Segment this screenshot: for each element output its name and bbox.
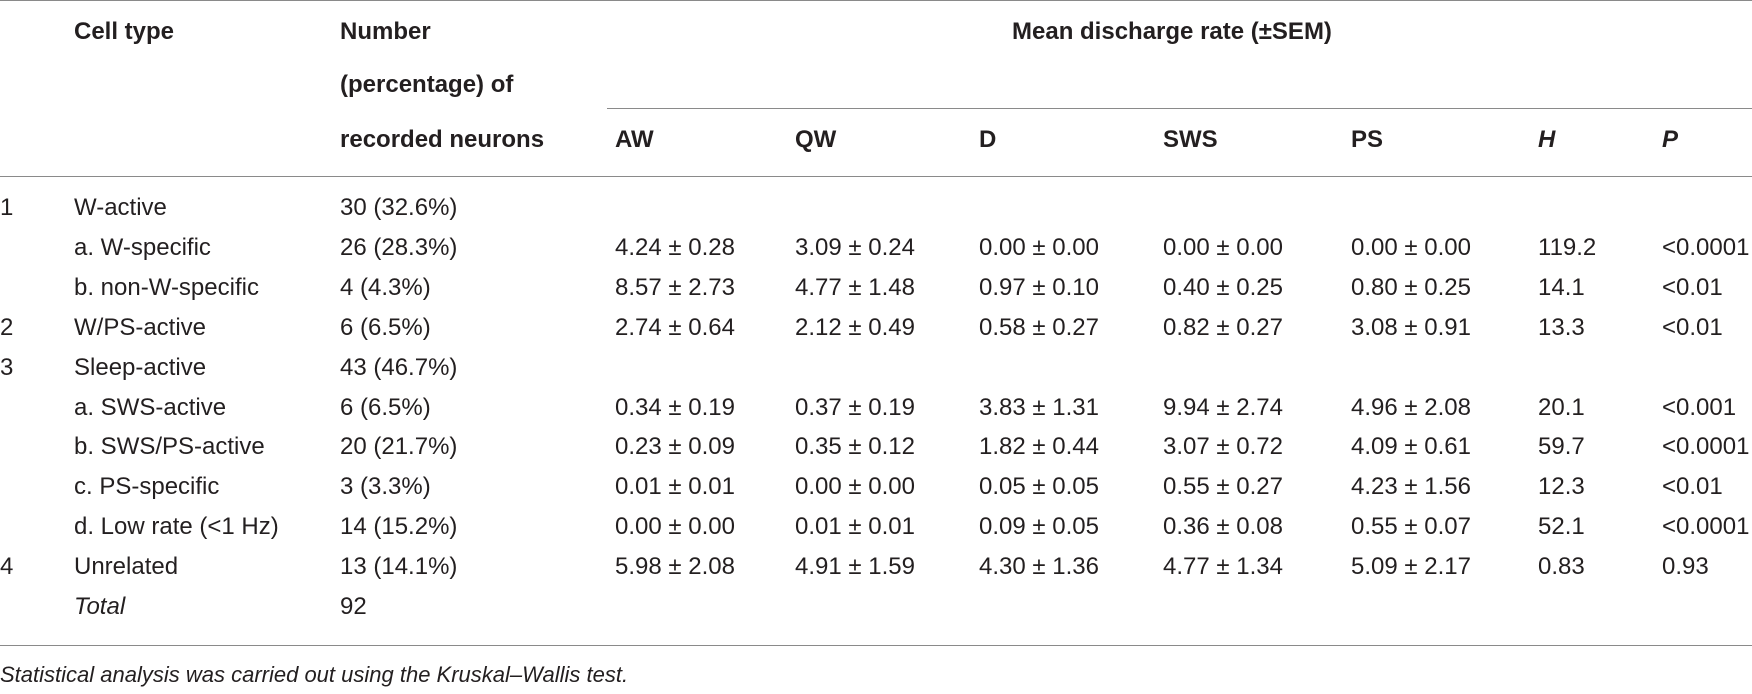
rate-cell: 13.3 xyxy=(1538,314,1585,341)
neuron-count: 92 xyxy=(340,593,367,620)
neuron-count: 6 (6.5%) xyxy=(340,314,431,341)
rate-cell: <0.01 xyxy=(1662,314,1723,341)
group-rule xyxy=(607,108,1752,109)
cell-type: Total xyxy=(74,593,126,620)
rate-cell: 52.1 xyxy=(1538,513,1585,540)
header-cell-type: Cell type xyxy=(74,18,175,45)
rate-cell: <0.0001 xyxy=(1662,234,1750,261)
rate-cell: 0.05 ± 0.05 xyxy=(979,473,1099,500)
neuron-count: 26 (28.3%) xyxy=(340,234,458,261)
bottom-rule xyxy=(0,645,1752,646)
header-number-line2: (percentage) of xyxy=(340,71,514,98)
rate-cell: 4.77 ± 1.34 xyxy=(1163,553,1283,580)
rate-cell: 14.1 xyxy=(1538,274,1585,301)
rate-cell: 9.94 ± 2.74 xyxy=(1163,394,1283,421)
rate-cell: 0.23 ± 0.09 xyxy=(615,433,735,460)
rate-cell: 2.74 ± 0.64 xyxy=(615,314,735,341)
rate-cell: <0.0001 xyxy=(1662,513,1750,540)
neuron-count: 14 (15.2%) xyxy=(340,513,458,540)
rate-cell: 3.83 ± 1.31 xyxy=(979,394,1099,421)
rate-cell: 4.09 ± 0.61 xyxy=(1351,433,1471,460)
row-index: 4 xyxy=(0,553,14,580)
rate-cell: 4.91 ± 1.59 xyxy=(795,553,915,580)
rate-cell: 3.08 ± 0.91 xyxy=(1351,314,1471,341)
rate-cell: 0.80 ± 0.25 xyxy=(1351,274,1471,301)
col-header-h: H xyxy=(1538,126,1556,153)
rate-cell: 0.00 ± 0.00 xyxy=(1351,234,1471,261)
rate-cell: 4.23 ± 1.56 xyxy=(1351,473,1471,500)
rate-cell: 0.09 ± 0.05 xyxy=(979,513,1099,540)
rate-cell: 0.55 ± 0.07 xyxy=(1351,513,1471,540)
row-index: 2 xyxy=(0,314,14,341)
col-header-ps: PS xyxy=(1351,126,1384,153)
rate-cell: 20.1 xyxy=(1538,394,1585,421)
col-header-sws: SWS xyxy=(1163,126,1218,153)
neuron-count: 20 (21.7%) xyxy=(340,433,458,460)
cell-type: b. non-W-specific xyxy=(74,274,259,301)
cell-type: a. SWS-active xyxy=(74,394,227,421)
rate-cell: 59.7 xyxy=(1538,433,1585,460)
header-rule xyxy=(0,176,1752,177)
cell-type: c. PS-specific xyxy=(74,473,220,500)
neuron-count: 4 (4.3%) xyxy=(340,274,431,301)
neuron-count: 3 (3.3%) xyxy=(340,473,431,500)
row-index: 1 xyxy=(0,194,14,221)
rate-cell: 3.09 ± 0.24 xyxy=(795,234,915,261)
col-header-p: P xyxy=(1662,126,1679,153)
cell-type: d. Low rate (<1 Hz) xyxy=(74,513,279,540)
col-header-aw: AW xyxy=(615,126,654,153)
rate-cell: 3.07 ± 0.72 xyxy=(1163,433,1283,460)
rate-cell: 4.96 ± 2.08 xyxy=(1351,394,1471,421)
footnote: Statistical analysis was carried out usi… xyxy=(0,662,629,687)
rate-cell: 0.00 ± 0.00 xyxy=(615,513,735,540)
rate-cell: 12.3 xyxy=(1538,473,1585,500)
rate-cell: <0.0001 xyxy=(1662,433,1750,460)
rate-cell: 0.00 ± 0.00 xyxy=(979,234,1099,261)
rate-cell: 0.00 ± 0.00 xyxy=(1163,234,1283,261)
rate-cell: <0.001 xyxy=(1662,394,1737,421)
rate-cell: 0.40 ± 0.25 xyxy=(1163,274,1283,301)
col-header-d: D xyxy=(979,126,997,153)
rate-cell: 0.82 ± 0.27 xyxy=(1163,314,1283,341)
rate-cell: 0.93 xyxy=(1662,553,1709,580)
header-number-line1: Number xyxy=(340,18,431,45)
rate-cell: <0.01 xyxy=(1662,473,1723,500)
cell-type: Sleep-active xyxy=(74,354,207,381)
header-group-mean-rate: Mean discharge rate (±SEM) xyxy=(1012,18,1332,45)
neuron-count: 43 (46.7%) xyxy=(340,354,458,381)
rate-cell: 5.09 ± 2.17 xyxy=(1351,553,1471,580)
neuron-count: 13 (14.1%) xyxy=(340,553,458,580)
cell-type: W/PS-active xyxy=(74,314,207,341)
rate-cell: 0.37 ± 0.19 xyxy=(795,394,915,421)
rate-cell: 5.98 ± 2.08 xyxy=(615,553,735,580)
rate-cell: 0.83 xyxy=(1538,553,1585,580)
rate-cell: 4.30 ± 1.36 xyxy=(979,553,1099,580)
rate-cell: 2.12 ± 0.49 xyxy=(795,314,915,341)
rate-cell: 8.57 ± 2.73 xyxy=(615,274,735,301)
rate-cell: 119.2 xyxy=(1538,234,1597,261)
rate-cell: 0.55 ± 0.27 xyxy=(1163,473,1283,500)
header-number-line3: recorded neurons xyxy=(340,126,545,153)
rate-cell: 0.01 ± 0.01 xyxy=(795,513,915,540)
neuron-count: 6 (6.5%) xyxy=(340,394,431,421)
rate-cell: 0.34 ± 0.19 xyxy=(615,394,735,421)
cell-type: b. SWS/PS-active xyxy=(74,433,265,460)
rate-cell: 4.24 ± 0.28 xyxy=(615,234,735,261)
rate-cell: <0.01 xyxy=(1662,274,1723,301)
rate-cell: 0.36 ± 0.08 xyxy=(1163,513,1283,540)
cell-type: Unrelated xyxy=(74,553,179,580)
rate-cell: 0.58 ± 0.27 xyxy=(979,314,1099,341)
rate-cell: 4.77 ± 1.48 xyxy=(795,274,915,301)
rate-cell: 0.97 ± 0.10 xyxy=(979,274,1099,301)
top-rule xyxy=(0,0,1752,1)
rate-cell: 0.00 ± 0.00 xyxy=(795,473,915,500)
row-index: 3 xyxy=(0,354,14,381)
rate-cell: 1.82 ± 0.44 xyxy=(979,433,1099,460)
rate-cell: 0.35 ± 0.12 xyxy=(795,433,915,460)
rate-cell: 0.01 ± 0.01 xyxy=(615,473,735,500)
col-header-qw: QW xyxy=(795,126,837,153)
neuron-count: 30 (32.6%) xyxy=(340,194,458,221)
cell-type: a. W-specific xyxy=(74,234,211,261)
cell-type: W-active xyxy=(74,194,167,221)
